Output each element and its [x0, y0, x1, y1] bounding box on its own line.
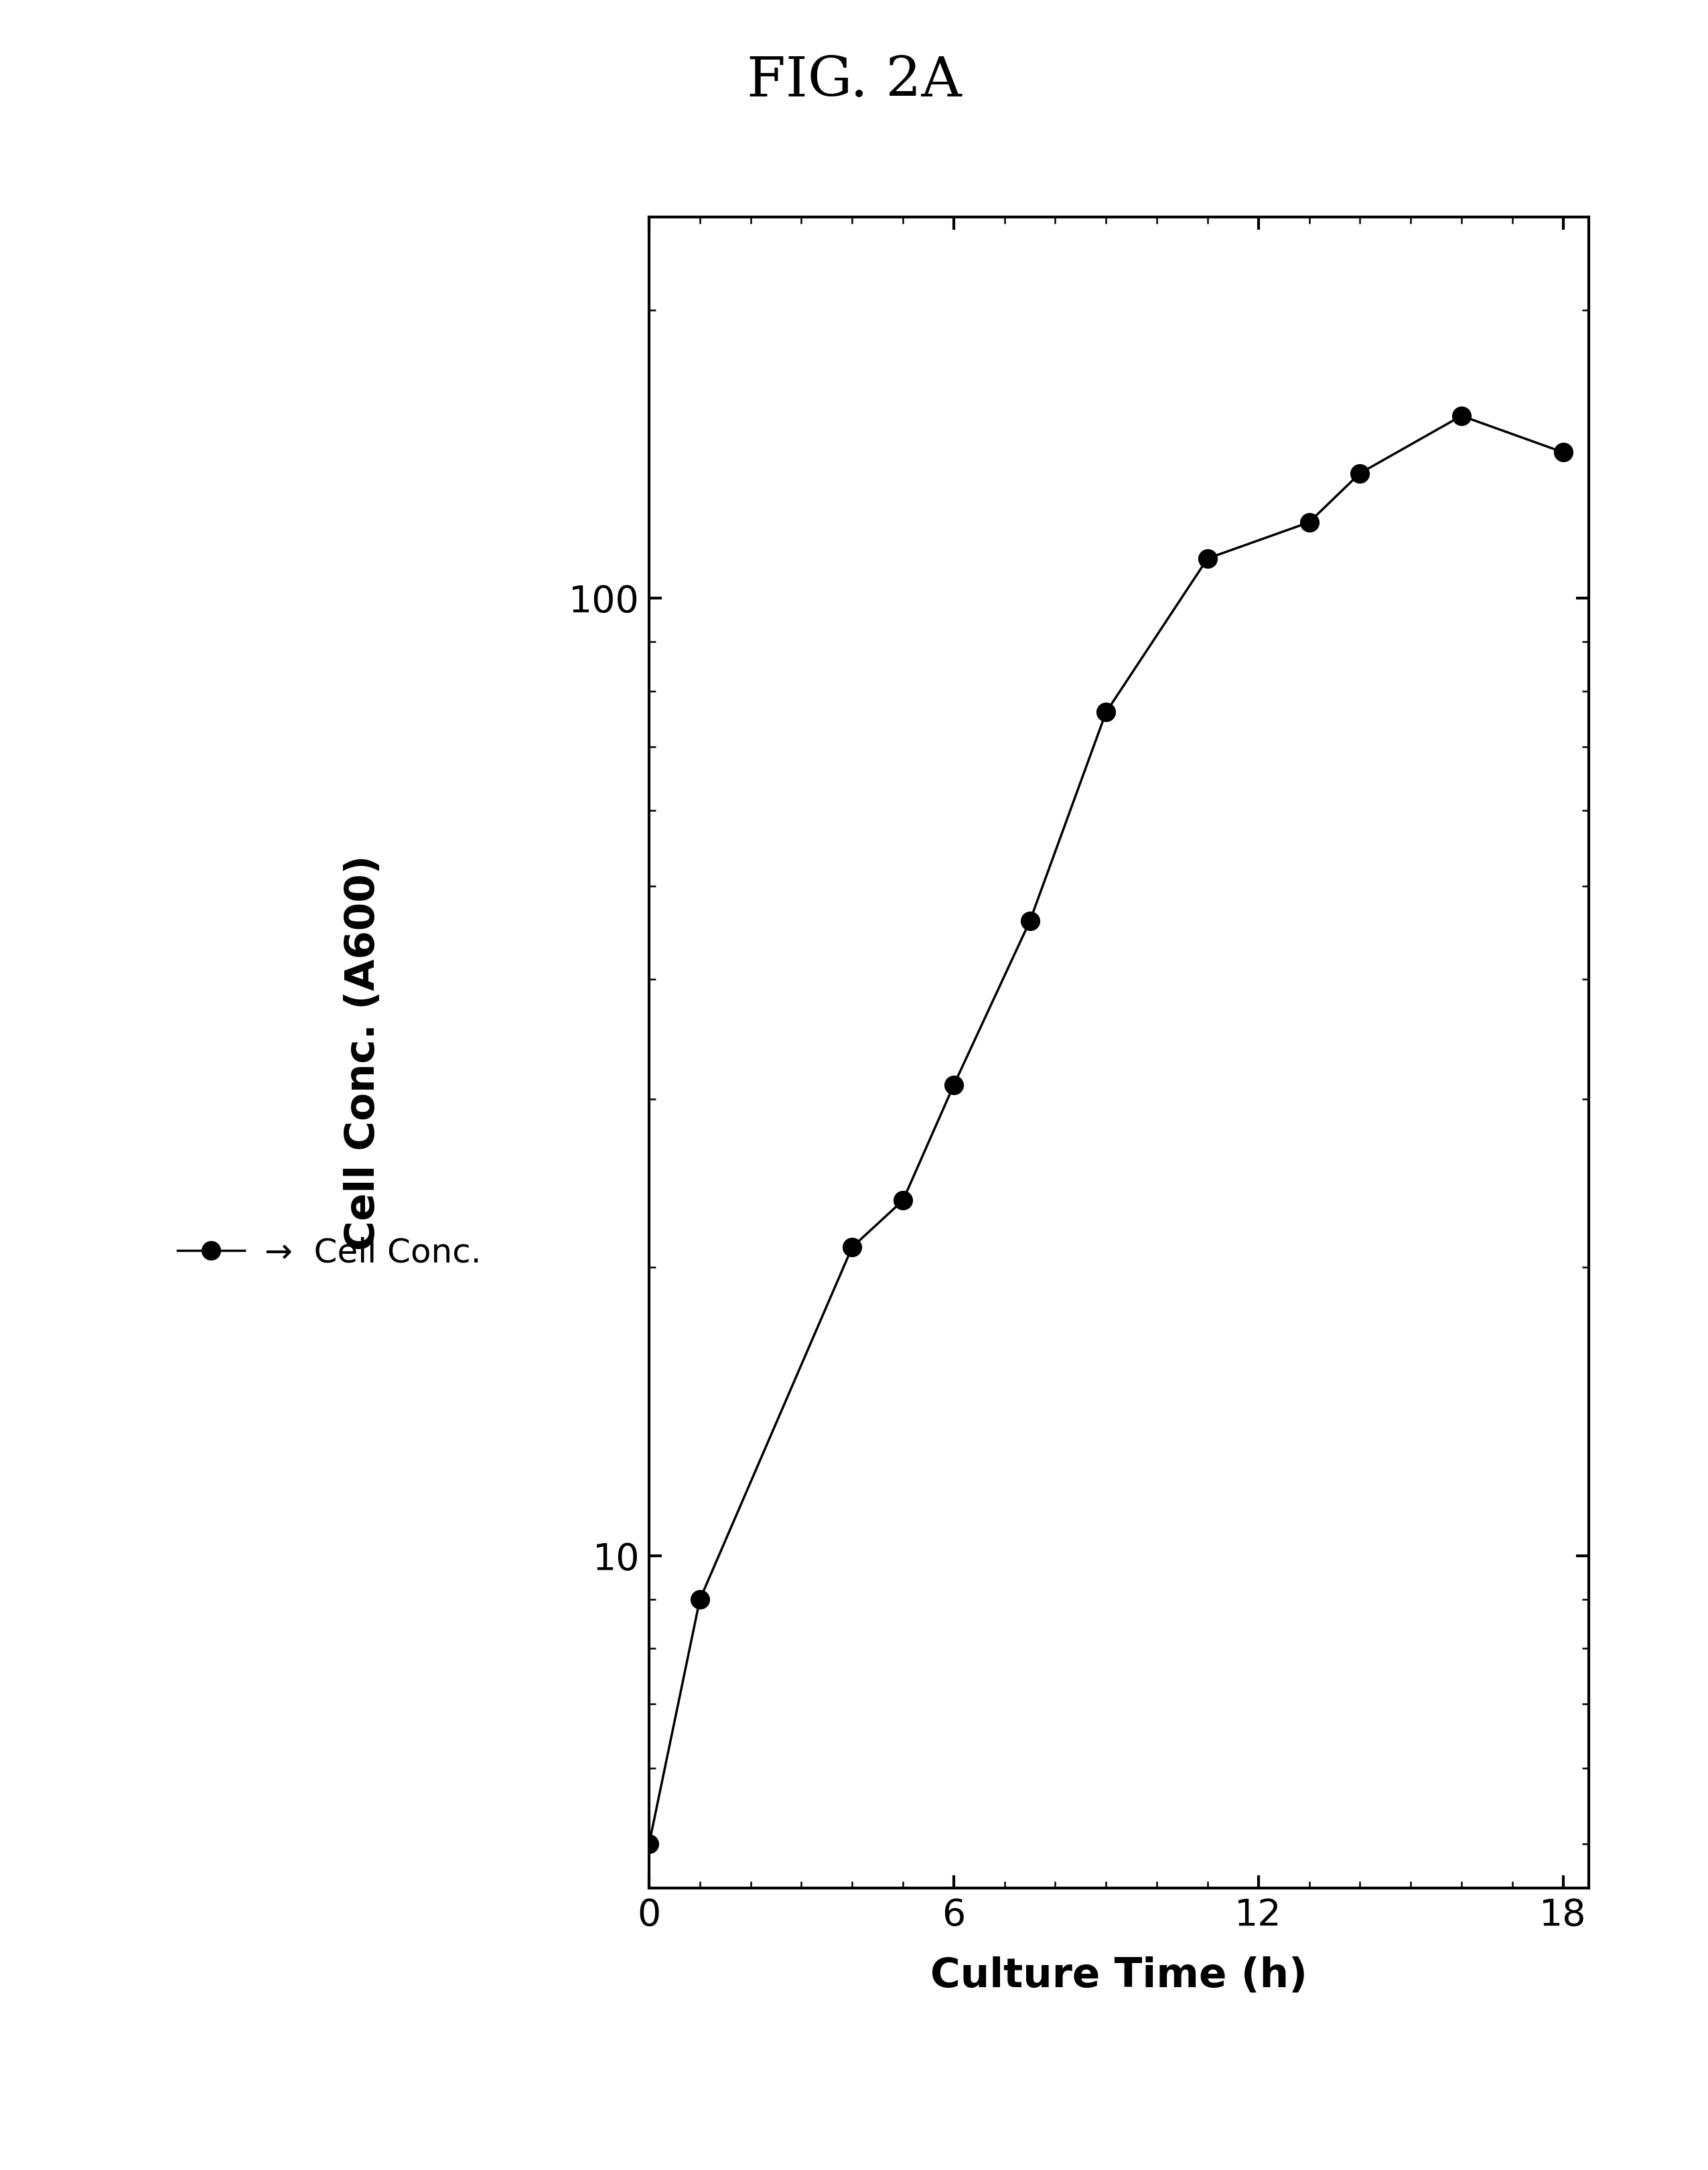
Text: FIG. 2A: FIG. 2A	[746, 54, 962, 108]
Y-axis label: Cell Conc. (A600): Cell Conc. (A600)	[343, 855, 383, 1250]
X-axis label: Culture Time (h): Culture Time (h)	[931, 1957, 1307, 1996]
Legend: →  Cell Conc.: → Cell Conc.	[178, 1237, 482, 1269]
